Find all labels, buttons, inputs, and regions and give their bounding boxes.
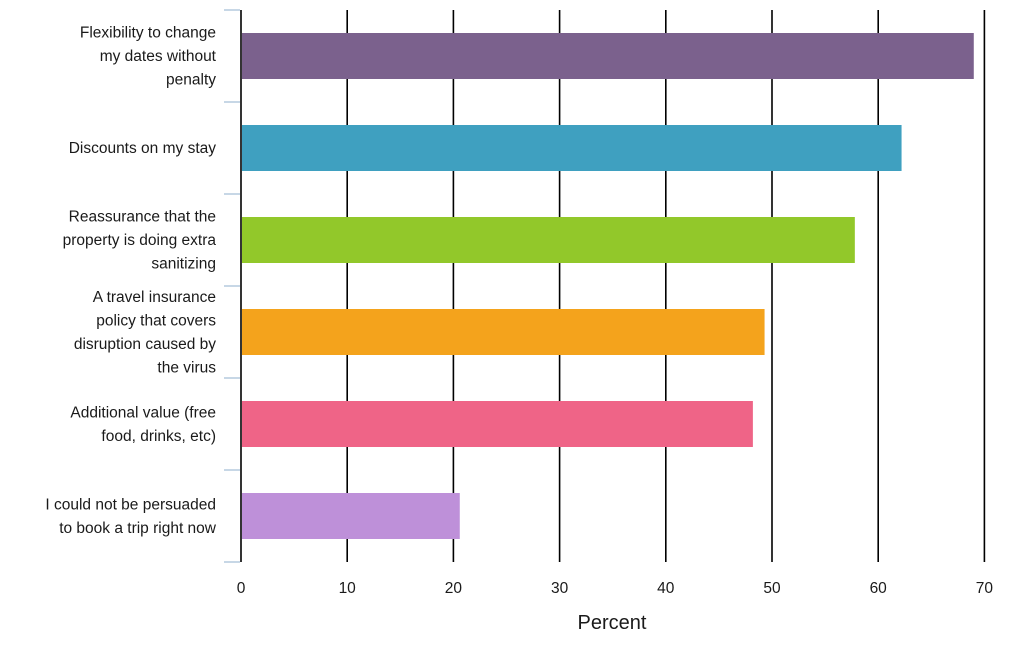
category-label: Reassurance that the property is doing ex… <box>63 209 217 273</box>
category-label: Discounts on my stay <box>69 140 217 157</box>
category-label-line: sanitizing <box>151 256 216 273</box>
category-label-line: Additional value (free <box>70 404 216 421</box>
category-label: A travel insurance policy that covers disr… <box>74 289 216 377</box>
category-label-line: property is doing extra <box>63 232 217 249</box>
x-tick-label: 0 <box>237 580 246 597</box>
gridlines <box>346 10 986 562</box>
category-label-line: to book a trip right now <box>59 520 217 537</box>
category-label: Additional value (free food, drinks, etc) <box>70 404 216 445</box>
category-label: Flexibility to change my dates without pen… <box>80 25 217 89</box>
category-label: I could not be persuaded to book a trip r… <box>45 496 216 537</box>
x-tick-label: 40 <box>657 580 675 597</box>
x-tick-label: 50 <box>763 580 781 597</box>
x-tick-label: 20 <box>445 580 463 597</box>
x-axis-title: Percent <box>578 612 647 634</box>
category-label-line: A travel insurance <box>93 289 216 306</box>
bar <box>242 125 902 171</box>
category-label-line: food, drinks, etc) <box>101 428 216 445</box>
category-label-line: penalty <box>166 72 216 89</box>
x-tick-label: 70 <box>976 580 994 597</box>
y-axis <box>224 9 242 563</box>
bar <box>242 217 855 263</box>
category-label-line: the virus <box>157 359 216 376</box>
category-label-line: disruption caused by <box>74 336 216 353</box>
bar <box>242 309 765 355</box>
category-label-line: Reassurance that the <box>69 209 216 226</box>
bar <box>242 401 753 447</box>
bars <box>242 33 974 539</box>
category-label-line: policy that covers <box>96 312 216 329</box>
x-tick-label: 10 <box>339 580 357 597</box>
x-tick-label: 60 <box>870 580 888 597</box>
category-label-line: Flexibility to change <box>80 25 216 42</box>
bar <box>242 33 974 79</box>
category-labels: Flexibility to change my dates without pen… <box>45 25 216 537</box>
x-tick-label: 30 <box>551 580 569 597</box>
category-label-line: my dates without <box>100 48 217 65</box>
category-label-line: Discounts on my stay <box>69 140 217 157</box>
x-tick-labels: 0 10 20 30 40 50 60 70 <box>237 580 994 597</box>
category-label-line: I could not be persuaded <box>45 496 216 513</box>
bar <box>242 493 460 539</box>
